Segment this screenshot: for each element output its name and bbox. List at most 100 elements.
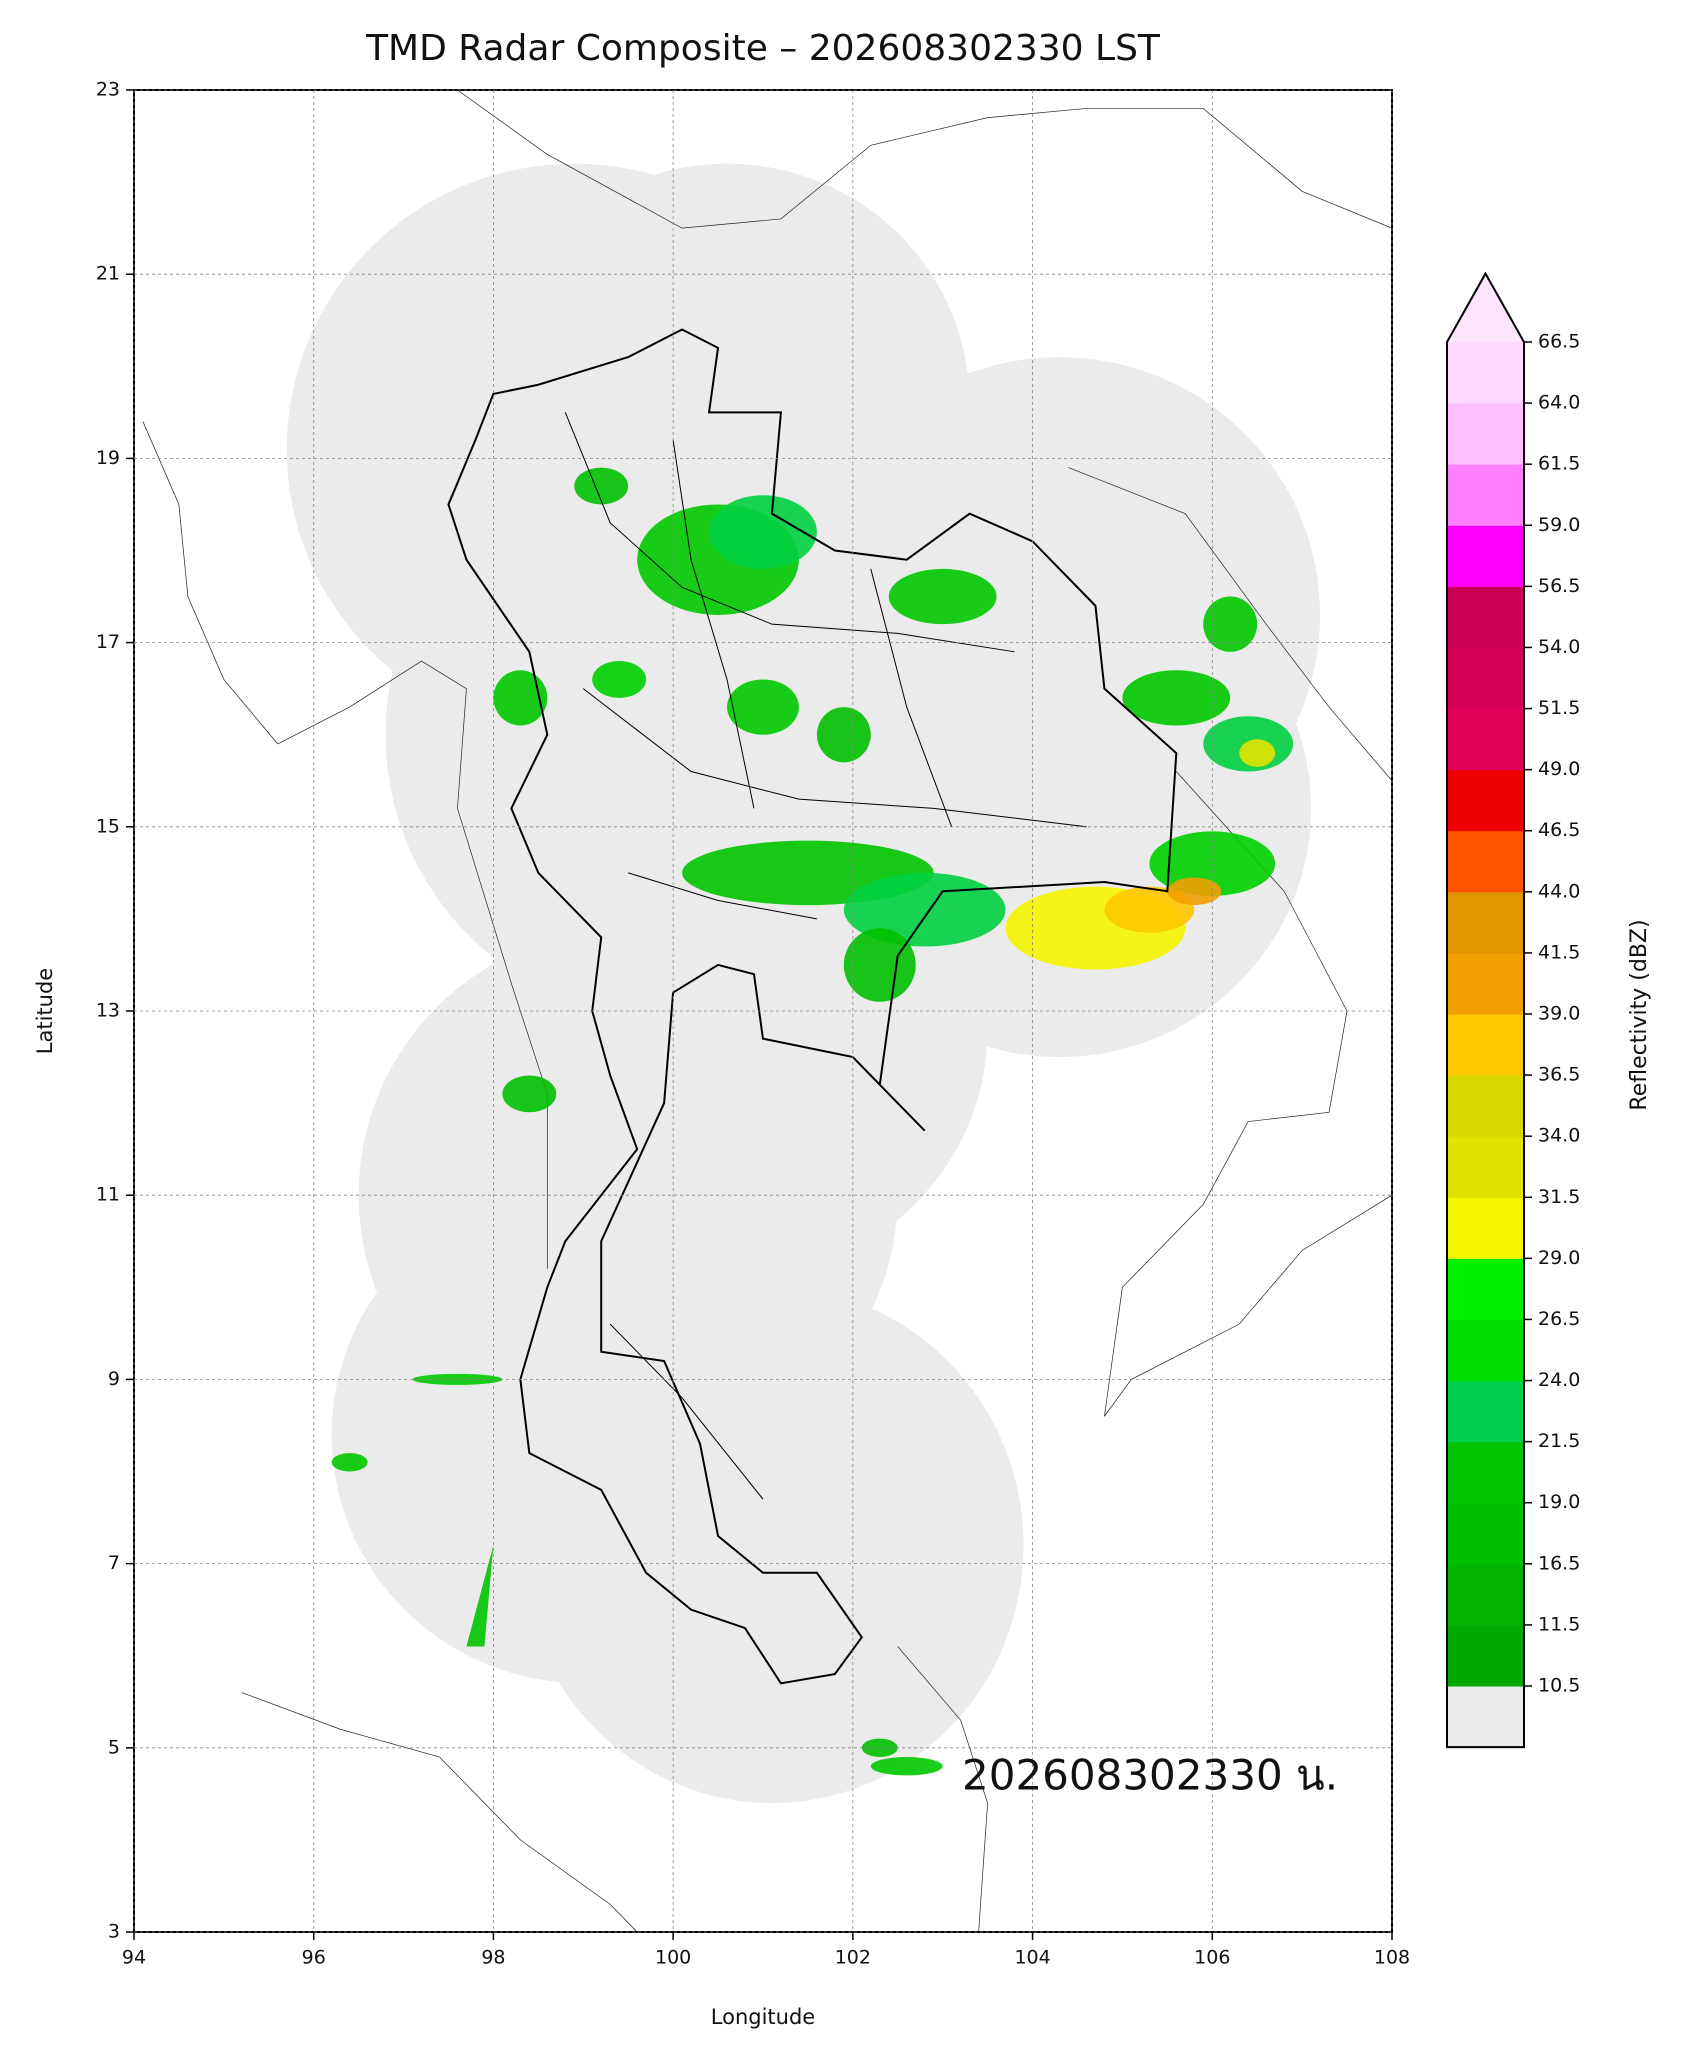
colorbar-swatch (1447, 1563, 1524, 1626)
y-tick-label: 9 (108, 1368, 120, 1390)
echo (574, 467, 629, 505)
echo (843, 872, 1006, 947)
echo (888, 568, 997, 625)
echo (592, 661, 647, 698)
colorbar-swatch (1447, 586, 1524, 648)
colorbar-tick-label: 29.0 (1538, 1247, 1580, 1269)
colorbar-swatch (1447, 1319, 1524, 1382)
timestamp-annotation: 202608302330 น. (962, 1751, 1338, 1800)
echo (709, 495, 817, 569)
colorbar-swatch (1447, 1014, 1524, 1076)
colorbar-tick-label: 24.0 (1538, 1369, 1580, 1391)
colorbar-swatch (1447, 1624, 1524, 1687)
colorbar-tick-label: 56.5 (1538, 575, 1580, 597)
province-border (871, 569, 952, 827)
province-border (673, 440, 754, 808)
x-tick-label: 94 (122, 1947, 146, 1969)
echo (1122, 670, 1231, 726)
colorbar-tick-label: 46.5 (1538, 819, 1580, 841)
colorbar: 10.5 11.5 16.5 19.0 21.5 24.0 26.5 29.0 31.5 34.0… (1446, 271, 1580, 1749)
colorbar-swatch (1447, 1258, 1524, 1320)
province-borders (565, 412, 1086, 1499)
y-tick-label: 21 (96, 263, 120, 285)
chart-title: TMD Radar Composite – 202608302330 LST (365, 28, 1161, 69)
y-tick-label: 13 (96, 1000, 120, 1022)
echo (493, 670, 548, 726)
colorbar-tick-label: 21.5 (1538, 1430, 1580, 1452)
border (457, 90, 1392, 228)
colorbar-tick-label: 61.5 (1538, 453, 1580, 475)
province-border (565, 412, 1014, 651)
colorbar-swatch (1447, 464, 1524, 526)
colorbar-tick-label: 39.0 (1538, 1003, 1580, 1025)
colorbar-tick-label: 51.5 (1538, 697, 1580, 719)
colorbar-tick-label: 44.0 (1538, 880, 1580, 902)
colorbar-tick-label: 16.5 (1538, 1552, 1580, 1574)
thailand-border (448, 329, 1176, 1683)
colorbar-tick-label: 10.5 (1538, 1675, 1580, 1697)
y-tick-label: 17 (96, 631, 120, 653)
echo (727, 679, 799, 735)
colorbar-swatch (1447, 1380, 1524, 1443)
coastline (242, 1693, 637, 1932)
province-border (583, 689, 1086, 827)
x-tick-label: 96 (302, 1947, 326, 1969)
y-axis-label: Latitude (33, 968, 57, 1054)
y-tick-label: 7 (108, 1552, 120, 1574)
y-tick-label: 5 (108, 1736, 120, 1758)
colorbar-swatch (1447, 1197, 1524, 1259)
echo (502, 1075, 557, 1113)
colorbar-tick-label: 31.5 (1538, 1186, 1580, 1208)
colorbar-swatch (1447, 830, 1524, 893)
colorbar-tick-label: 54.0 (1538, 636, 1580, 658)
coastline (1104, 772, 1392, 1417)
radar-coverage (286, 163, 1321, 1804)
colorbar-tick-label: 49.0 (1538, 758, 1580, 780)
x-tick-label: 108 (1374, 1947, 1410, 1969)
echo (331, 1453, 368, 1472)
x-tick-label: 104 (1014, 1947, 1050, 1969)
echo (843, 928, 916, 1002)
map-geometry (143, 90, 1392, 1932)
coastline (898, 1646, 988, 1932)
colorbar-tick-label: 34.0 (1538, 1125, 1580, 1147)
echo (412, 1373, 503, 1385)
coastline (1068, 468, 1391, 781)
y-tick-label: 15 (96, 815, 120, 837)
province-border (628, 873, 817, 919)
colorbar-swatch (1447, 1502, 1524, 1565)
colorbar-tick-label: 36.5 (1538, 1064, 1580, 1086)
colorbar-swatch (1447, 525, 1524, 587)
x-axis-label: Longitude (711, 2005, 815, 2029)
colorbar-swatch (1447, 952, 1524, 1015)
colorbar-swatch (1447, 708, 1524, 771)
y-tick-label: 3 (108, 1921, 120, 1943)
x-tick-label: 100 (655, 1947, 691, 1969)
colorbar-over (1447, 273, 1524, 342)
echo (816, 707, 871, 763)
colorbar-swatch (1447, 647, 1524, 710)
x-tick-label: 102 (835, 1947, 871, 1969)
colorbar-tick-label: 19.0 (1538, 1491, 1580, 1513)
colorbar-swatch (1447, 1075, 1524, 1137)
y-tick-label: 19 (96, 447, 120, 469)
colorbar-under (1447, 1686, 1524, 1748)
colorbar-swatch (1447, 1136, 1524, 1198)
radar-echoes (331, 467, 1294, 1776)
y-tick-label: 11 (96, 1184, 120, 1206)
colorbar-frame (1446, 271, 1525, 1749)
echo (466, 1545, 494, 1647)
province-border (610, 1324, 763, 1499)
x-tick-label: 106 (1194, 1947, 1230, 1969)
colorbar-swatch (1447, 1441, 1524, 1504)
y-tick-label: 23 (96, 79, 120, 101)
colorbar-swatch (1447, 891, 1524, 954)
colorbar-swatch (1447, 769, 1524, 832)
x-tick-label: 98 (481, 1947, 505, 1969)
colorbar-swatch (1447, 403, 1524, 465)
echo (1203, 596, 1258, 652)
colorbar-label: Reflectivity (dBZ) (1627, 919, 1652, 1110)
echo (1239, 739, 1276, 767)
